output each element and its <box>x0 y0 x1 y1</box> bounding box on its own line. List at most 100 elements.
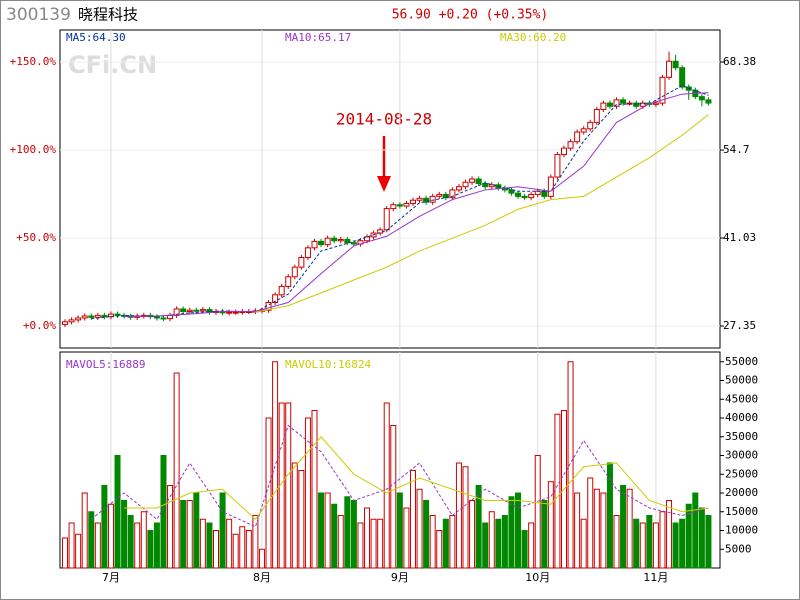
candle-body <box>574 131 581 143</box>
ma-line <box>124 435 709 520</box>
volume-bar <box>180 500 187 569</box>
volume-bar <box>285 402 292 569</box>
candle-body <box>278 285 285 296</box>
volume-bar <box>252 515 259 569</box>
legend-entry: MA10:65.17 <box>285 31 351 44</box>
volume-bar <box>62 537 68 569</box>
volume-bar <box>488 511 495 569</box>
candle-body <box>364 236 371 242</box>
candle-body <box>508 189 515 194</box>
volume-bar <box>679 518 686 569</box>
candle-body <box>423 197 430 203</box>
candle-body <box>620 99 627 104</box>
volume-bar <box>213 530 220 569</box>
volume-bar <box>147 530 154 569</box>
volume-bar <box>436 530 443 569</box>
volume-bar <box>304 417 311 569</box>
candle-body <box>193 309 200 312</box>
volume-bar <box>547 481 554 569</box>
ma-line <box>255 114 709 313</box>
y-tick-label: 30000 <box>725 449 758 462</box>
volume-bar <box>659 511 666 569</box>
volume-bar <box>423 500 430 569</box>
quote: 56.90 +0.20 (+0.35%) <box>392 8 549 23</box>
x-tick-label: 11月 <box>643 571 668 584</box>
candle-body <box>114 313 121 316</box>
candle-body <box>560 147 567 156</box>
volume-bar <box>613 515 620 569</box>
volume-bar <box>278 402 285 569</box>
y-tick-label: 20000 <box>725 486 758 499</box>
volume-bar <box>705 515 712 569</box>
candle-body <box>94 314 101 318</box>
volume-bar <box>121 500 128 569</box>
volume-bar <box>199 518 206 569</box>
watermark: CFi.CN <box>68 51 157 79</box>
stock-code: 300139 <box>6 5 71 25</box>
candle-body <box>199 309 206 312</box>
legend-entry: MA5:64.30 <box>66 31 126 44</box>
candle-body <box>587 121 594 130</box>
volume-bar <box>567 361 574 569</box>
y-tick-label: 25000 <box>725 467 758 480</box>
y-tick-label: 15000 <box>725 505 758 518</box>
volume-bar <box>403 507 410 569</box>
candle-body <box>337 238 344 242</box>
volume-bar <box>685 503 692 569</box>
volume-bar <box>534 455 541 569</box>
annotation-arrowhead <box>377 176 391 192</box>
volume-bar <box>626 488 633 569</box>
volume-bar <box>127 515 134 569</box>
volume-bar <box>482 522 489 569</box>
candle-body <box>639 102 646 107</box>
candle-body <box>226 311 233 314</box>
candle-body <box>593 109 600 123</box>
candle-body <box>652 102 659 105</box>
volume-bar <box>521 530 528 569</box>
y2-tick-label: +150.0% <box>10 55 57 68</box>
volume-bar <box>515 492 522 569</box>
volume-bar <box>495 518 502 569</box>
y-tick-label: 27.35 <box>723 319 756 332</box>
candle-body <box>383 208 390 231</box>
candle-body <box>633 102 640 107</box>
candle-body <box>291 266 298 278</box>
x-tick-label: 9月 <box>391 571 409 584</box>
y-tick-label: 55000 <box>725 355 758 368</box>
volume-bar <box>409 470 416 569</box>
legend-entry: MA30:60.20 <box>500 31 566 44</box>
y-tick-label: 5000 <box>725 542 752 555</box>
volume-bar <box>134 522 141 569</box>
candle-body <box>600 102 607 111</box>
volume-bar <box>258 548 265 569</box>
y-tick-label: 41.03 <box>723 231 756 244</box>
candle-body <box>416 197 423 201</box>
ma-line <box>91 85 709 320</box>
candle-body <box>167 314 174 320</box>
candle-body <box>567 141 574 149</box>
candle-body <box>580 128 587 133</box>
ma-line <box>124 92 709 318</box>
y2-tick-label: +50.0% <box>16 231 56 244</box>
candle-body <box>318 240 325 246</box>
volume-bar <box>606 462 613 569</box>
candle-body <box>606 102 613 107</box>
candle-body <box>107 313 114 318</box>
x-tick-label: 7月 <box>102 571 120 584</box>
candle-body <box>186 309 193 313</box>
y-tick-label: 35000 <box>725 430 758 443</box>
candle-body <box>449 189 456 199</box>
volume-bar <box>331 503 338 569</box>
candle-body <box>521 195 528 199</box>
volume-bar <box>94 522 101 569</box>
candle-body <box>528 193 535 199</box>
candle-body <box>469 178 476 183</box>
volume-bar <box>475 485 482 569</box>
candle-body <box>462 181 469 188</box>
volume-bar <box>574 492 581 569</box>
volume-bar <box>265 417 272 569</box>
y2-tick-label: +100.0% <box>10 143 57 156</box>
candle-body <box>613 99 620 107</box>
candle-body <box>173 308 180 316</box>
volume-bar <box>298 470 305 569</box>
